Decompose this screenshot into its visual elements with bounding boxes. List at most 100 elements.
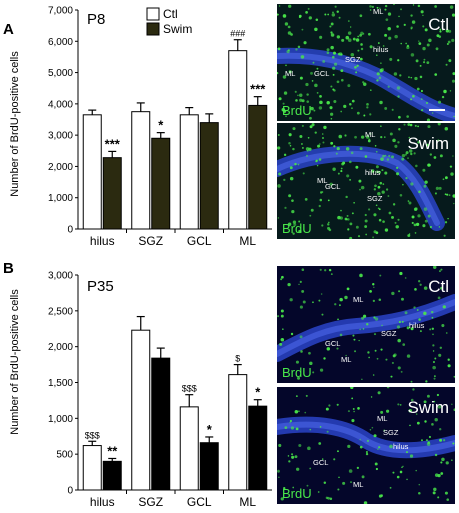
stain-label: BrdU	[282, 221, 312, 236]
chart-b: Number of BrdU-positive cells P35 0 500 1,…	[9, 271, 272, 509]
bar-ctl-hilus	[82, 114, 102, 230]
y-tick-label: 2,500	[48, 306, 73, 317]
bar-swim-gcl	[199, 122, 219, 230]
bar-swim-hilus	[102, 157, 122, 230]
legend-label-swim: Swim	[163, 22, 192, 36]
significance-marker: ###	[230, 29, 245, 39]
y-tick-label: 2,000	[48, 162, 73, 173]
significance-marker: *	[255, 385, 261, 400]
significance-marker: *	[158, 118, 164, 133]
significance-marker: *	[207, 422, 213, 437]
granule-layer	[277, 145, 445, 231]
significance-marker: ***	[105, 136, 121, 151]
region-label: GCL	[325, 339, 340, 348]
bar-ctl-hilus	[82, 445, 102, 491]
x-category-label: SGZ	[138, 495, 163, 509]
region-label: hilus	[409, 321, 425, 330]
stain-label: BrdU	[282, 365, 312, 380]
panel-letter-b: B	[3, 260, 14, 277]
region-label: SGZ	[381, 329, 397, 338]
y-axis-label: Number of BrdU-positive cells	[9, 51, 21, 197]
age-label: P35	[87, 278, 114, 295]
region-label: ML	[373, 7, 383, 16]
bar-swim-gcl	[199, 442, 219, 491]
condition-label: Ctl	[428, 277, 449, 296]
region-label: SGZ	[367, 194, 383, 203]
panel-letter-a: A	[3, 21, 14, 38]
x-category-label: hilus	[90, 495, 115, 509]
y-tick-label: 0	[67, 486, 73, 497]
age-label: P8	[87, 11, 105, 28]
significance-marker: ***	[250, 82, 266, 97]
region-label: GCL	[325, 182, 340, 191]
x-category-label: ML	[239, 495, 256, 509]
y-tick-label: 3,000	[48, 271, 73, 282]
brdu-cells	[277, 4, 455, 121]
region-label: ML	[341, 355, 351, 364]
x-category-label: hilus	[90, 234, 115, 248]
bar-swim-ml	[248, 104, 268, 230]
legend-label-ctl: Ctl	[163, 7, 178, 21]
region-label: ML	[317, 176, 327, 185]
y-tick-label: 3,000	[48, 131, 73, 142]
significance-marker: $$$	[182, 384, 197, 394]
region-label: hilus	[373, 45, 389, 54]
y-tick-label: 6,000	[48, 37, 73, 48]
region-label: SGZ	[383, 428, 399, 437]
x-category-label: ML	[239, 234, 256, 248]
y-tick-label: 7,000	[48, 6, 73, 17]
region-label: GCL	[314, 69, 329, 78]
x-category-label: GCL	[187, 495, 212, 509]
bar-swim-hilus	[102, 460, 122, 491]
region-label: hilus	[393, 442, 409, 451]
y-tick-label: 2,000	[48, 342, 73, 353]
micrograph-ctl: ML hilus SGZ GCL ML Ctl BrdU	[277, 4, 455, 121]
significance-marker: $	[235, 354, 240, 364]
brdu-cells	[277, 387, 455, 504]
granule-layer	[277, 47, 455, 121]
brdu-cells	[277, 266, 455, 383]
region-label: ML	[365, 130, 375, 139]
micrograph-swim: ML SGZ hilus GCL ML Swim BrdU	[277, 387, 455, 504]
y-tick-label: 1,000	[48, 193, 73, 204]
stain-label: BrdU	[282, 486, 312, 501]
y-tick-label: 500	[56, 450, 73, 461]
stain-label: BrdU	[282, 103, 312, 118]
bar-ctl-gcl	[179, 114, 199, 230]
bar-ctl-sgz	[131, 111, 151, 230]
bar-ctl-sgz	[131, 329, 151, 491]
condition-label: Swim	[407, 398, 449, 417]
region-label: ML	[285, 69, 295, 78]
y-tick-label: 1,500	[48, 378, 73, 389]
bar-ctl-ml	[228, 374, 248, 491]
y-tick-label: 0	[67, 225, 73, 236]
region-label: GCL	[313, 458, 328, 467]
bar-swim-sgz	[151, 357, 171, 491]
brdu-cells	[277, 123, 455, 239]
condition-label: Ctl	[428, 15, 449, 34]
region-label: SGZ	[345, 55, 361, 64]
legend-swatch-ctl	[146, 7, 160, 21]
region-label: ML	[353, 295, 363, 304]
y-tick-label: 4,000	[48, 99, 73, 110]
x-category-label: GCL	[187, 234, 212, 248]
y-axis-label: Number of BrdU-positive cells	[9, 289, 21, 435]
significance-marker: $$$	[85, 430, 100, 440]
bar-ctl-gcl	[179, 406, 199, 491]
significance-marker: **	[107, 443, 118, 458]
y-tick-label: 5,000	[48, 68, 73, 79]
chart-a: Number of BrdU-positive cells P8 Ctl Swi…	[9, 6, 272, 248]
x-category-label: SGZ	[138, 234, 163, 248]
scale-bar	[429, 109, 445, 111]
bar-ctl-ml	[228, 50, 248, 230]
y-tick-label: 1,000	[48, 414, 73, 425]
micrograph-group: MLhilusSGZGCLMLCtlBrdUMLhilusMLGCLSGZSwi…	[277, 4, 455, 504]
region-label: ML	[353, 480, 363, 489]
condition-label: Swim	[407, 134, 449, 153]
bar-swim-ml	[248, 405, 268, 491]
legend-swatch-swim	[146, 22, 160, 36]
bar-swim-sgz	[151, 137, 171, 230]
